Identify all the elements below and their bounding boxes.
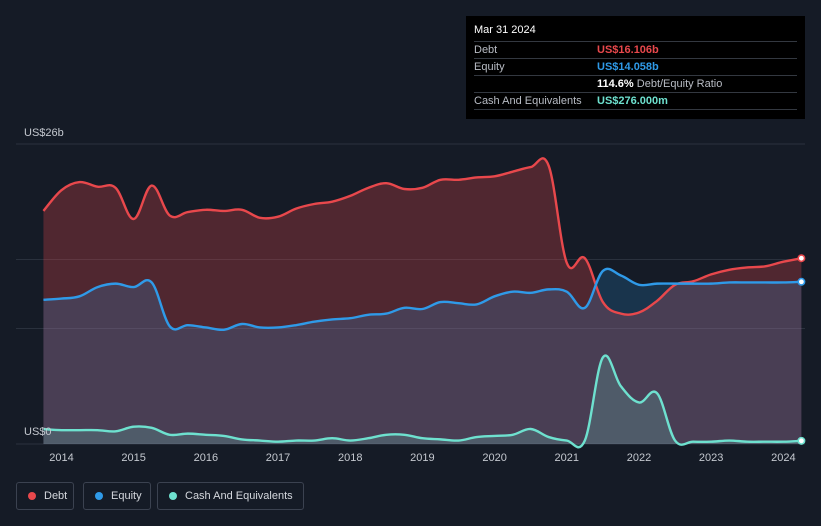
tooltip-panel: Mar 31 2024 Debt US$16.106b Equity US$14… (466, 16, 805, 119)
cash-and-equivalents-endpoint (797, 436, 806, 445)
tooltip-row-debt: Debt US$16.106b (474, 41, 797, 58)
x-tick-2023: 2023 (699, 452, 723, 464)
legend-item-cash[interactable]: Cash And Equivalents (157, 482, 304, 510)
legend-equity-label: Equity (111, 490, 142, 502)
y-axis-bottom-label: US$0 (24, 426, 52, 438)
tooltip-debt-value: US$16.106b (597, 44, 659, 56)
tooltip-row-equity: Equity US$14.058b (474, 58, 797, 75)
legend-debt-dot (28, 492, 36, 500)
equity-endpoint (797, 277, 806, 286)
x-tick-2021: 2021 (555, 452, 579, 464)
tooltip-row-cash: Cash And Equivalents US$276.000m (474, 92, 797, 110)
x-tick-2014: 2014 (49, 452, 73, 464)
legend-cash-label: Cash And Equivalents (185, 490, 293, 502)
legend-item-equity[interactable]: Equity (83, 482, 151, 510)
tooltip-row-ratio: 114.6% Debt/Equity Ratio (474, 75, 797, 92)
x-tick-2017: 2017 (266, 452, 290, 464)
tooltip-ratio-value: 114.6% (597, 78, 634, 90)
legend-item-debt[interactable]: Debt (16, 482, 74, 510)
tooltip-debt-label: Debt (474, 44, 498, 56)
equity-line (43, 267, 802, 332)
x-tick-2024: 2024 (771, 452, 795, 464)
x-axis-ticks: 2014 2015 2016 2017 2018 2019 2020 2021 2022 2023… (49, 452, 795, 464)
x-tick-2022: 2022 (627, 452, 651, 464)
x-tick-2019: 2019 (410, 452, 434, 464)
legend-cash-dot (169, 492, 177, 500)
grid-lines (16, 143, 805, 445)
legend-debt-label: Debt (44, 490, 68, 502)
cash-and-equivalents-line (43, 354, 802, 449)
legend-equity-dot (95, 492, 103, 500)
series-areas (43, 158, 802, 448)
debt-area (43, 158, 802, 444)
series-endpoints (797, 254, 806, 445)
x-tick-2016: 2016 (194, 452, 218, 464)
x-tick-2015: 2015 (121, 452, 145, 464)
y-axis-top-label: US$26b (24, 127, 64, 139)
equity-area (43, 268, 802, 444)
debt-endpoint (797, 254, 806, 263)
tooltip-ratio-label: Debt/Equity Ratio (636, 78, 723, 90)
x-tick-2020: 2020 (482, 452, 506, 464)
tooltip-date: Mar 31 2024 (474, 24, 536, 36)
tooltip-cash-value: US$276.000m (597, 95, 668, 107)
tooltip-equity-label: Equity (474, 61, 505, 73)
tooltip-equity-value: US$14.058b (597, 61, 659, 73)
series-lines (42, 157, 802, 449)
cash-and-equivalents-area (43, 355, 802, 448)
x-tick-2018: 2018 (338, 452, 362, 464)
tooltip-cash-label: Cash And Equivalents (474, 95, 582, 107)
